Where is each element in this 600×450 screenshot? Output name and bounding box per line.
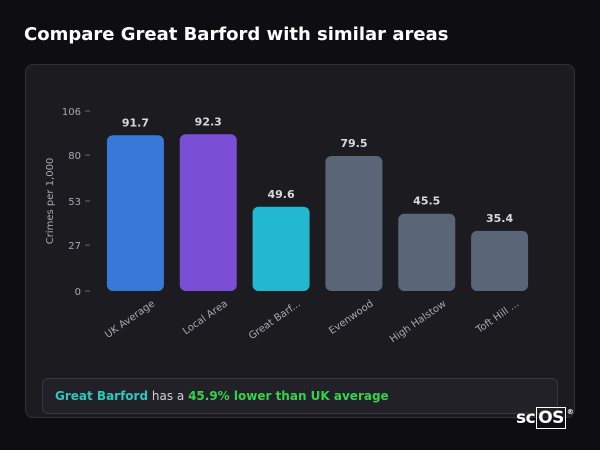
difference-text: 45.9% lower than UK average: [188, 389, 389, 403]
y-axis-label: Crimes per 1,000: [45, 158, 56, 245]
bar: [179, 134, 237, 291]
y-tick-label: 27: [68, 241, 81, 252]
bar-chart: Crimes per 1,000 0 27 53 80 106 91.7 UK Average…: [45, 107, 529, 345]
x-tick-label: Evenwood: [327, 298, 375, 337]
x-tick-label: Great Barf...: [247, 298, 303, 342]
bar: [471, 230, 529, 291]
data-label: 49.6: [268, 188, 295, 201]
chart-card: Crimes per 1,000 0 27 53 80 106 91.7 UK Average…: [25, 64, 575, 418]
data-label: 35.4: [486, 212, 513, 225]
bar: [398, 213, 456, 291]
bar: [106, 135, 164, 291]
y-tick-label: 53: [68, 197, 81, 208]
x-tick-label: Local Area: [181, 298, 230, 337]
scos-logo: sc OS ®: [516, 407, 574, 429]
area-name: Great Barford: [55, 389, 149, 403]
data-label: 45.5: [413, 195, 440, 208]
data-label: 92.3: [195, 115, 222, 128]
y-tick-label: 0: [75, 287, 81, 298]
y-tick-label: 80: [68, 151, 81, 162]
page-title: Compare Great Barford with similar areas: [24, 24, 449, 45]
y-tick-label: 106: [62, 107, 81, 118]
bar: [252, 206, 310, 291]
summary-connector: has a: [148, 389, 189, 403]
x-tick-label: UK Average: [103, 298, 157, 340]
data-label: 79.5: [340, 137, 367, 150]
x-tick-label: Toft Hill ...: [474, 298, 522, 336]
x-tick-label: High Halstow: [388, 298, 448, 345]
data-label: 91.7: [122, 116, 149, 129]
bar: [325, 156, 383, 291]
comparison-summary: Great Barford has a 45.9% lower than UK …: [42, 378, 558, 414]
